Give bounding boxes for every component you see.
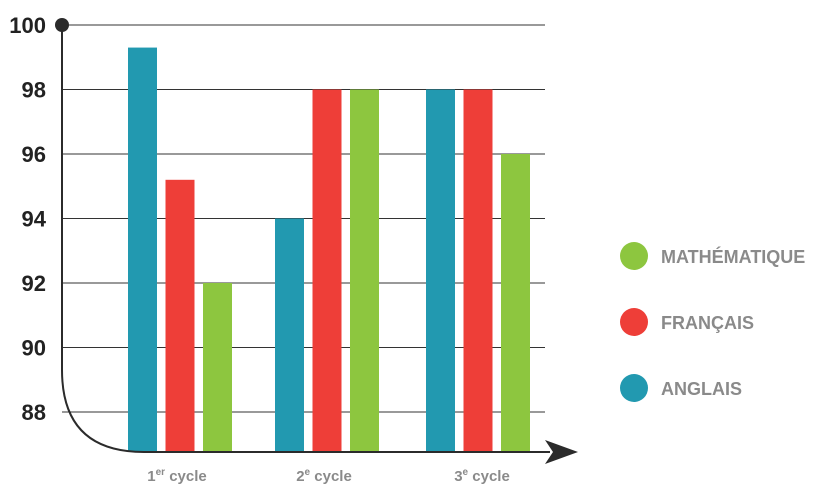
y-tick-labels: 88 90 92 94 96 98 100 <box>9 13 46 425</box>
y-tick-label: 88 <box>22 400 46 425</box>
category-labels: 1er cycle 2e cycle 3e cycle <box>147 467 510 485</box>
bar-anglais-1 <box>128 47 157 452</box>
bar-franais-2 <box>312 89 342 452</box>
y-tick-label: 100 <box>9 13 46 38</box>
legend-label: MATHÉMATIQUE <box>661 246 805 267</box>
legend: MATHÉMATIQUE FRANÇAIS ANGLAIS <box>620 242 805 402</box>
y-tick-label: 98 <box>22 78 46 103</box>
legend-swatch <box>620 308 648 336</box>
y-tick-label: 94 <box>22 207 47 232</box>
bar-mathmatique-2 <box>350 89 379 452</box>
bars <box>128 47 530 453</box>
legend-item: ANGLAIS <box>620 374 742 402</box>
legend-item: MATHÉMATIQUE <box>620 242 805 270</box>
x-axis-arrow-icon <box>545 440 578 464</box>
bar-franais-3 <box>463 89 493 452</box>
y-tick-label: 90 <box>22 336 46 361</box>
bar-franais-1 <box>165 179 195 453</box>
y-tick-label: 96 <box>22 142 46 167</box>
axes <box>55 18 578 464</box>
legend-swatch <box>620 242 648 270</box>
bar-mathmatique-1 <box>203 283 232 452</box>
y-tick-label: 92 <box>22 271 46 296</box>
category-label: 2e cycle <box>296 467 352 485</box>
legend-swatch <box>620 374 648 402</box>
bar-mathmatique-3 <box>501 154 530 452</box>
bar-anglais-2 <box>275 218 304 452</box>
legend-label: ANGLAIS <box>661 379 742 399</box>
legend-label: FRANÇAIS <box>661 313 754 333</box>
legend-item: FRANÇAIS <box>620 308 754 336</box>
y-axis-origin-dot <box>55 18 69 32</box>
category-label: 3e cycle <box>454 467 510 485</box>
bar-anglais-3 <box>426 89 455 452</box>
category-label: 1er cycle <box>147 467 207 485</box>
y-axis-line <box>61 25 550 453</box>
